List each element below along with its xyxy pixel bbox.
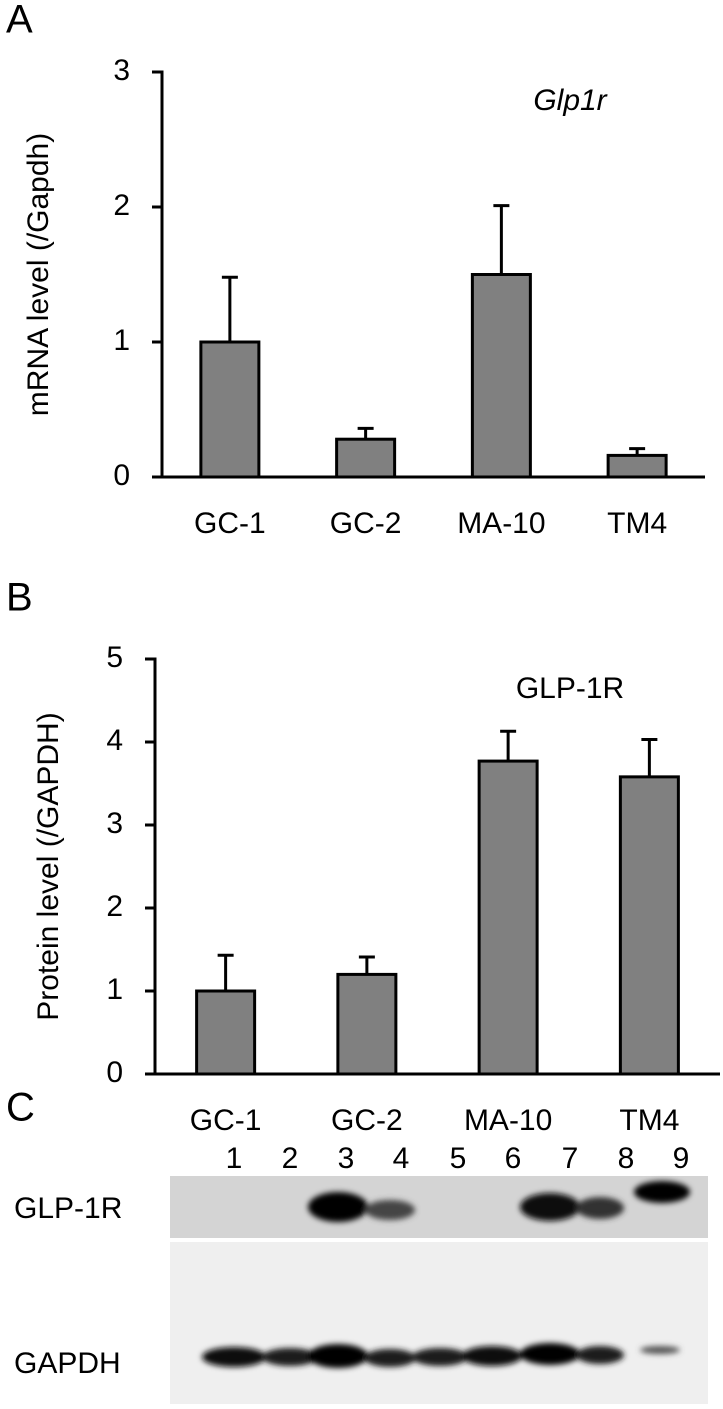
chart-title: Glp1r: [533, 84, 607, 117]
x-tick-label: MA-10: [457, 507, 545, 540]
lane-label: 7: [562, 1142, 579, 1175]
y-tick-label: 3: [106, 807, 123, 840]
x-tick-label: GC-2: [330, 507, 402, 540]
blot-bands: [202, 1181, 690, 1368]
lane-label: 9: [673, 1142, 690, 1175]
lane-label: 8: [618, 1142, 635, 1175]
chart-title: GLP-1R: [516, 672, 624, 705]
blot-row-label: GAPDH: [14, 1347, 121, 1380]
y-tick-label: 2: [106, 890, 123, 923]
y-tick-label: 0: [106, 1056, 123, 1089]
x-tick-label: TM4: [619, 1104, 679, 1137]
panel-label: C: [6, 1086, 35, 1130]
y-tick-label: 2: [113, 189, 130, 222]
panel-label: B: [6, 576, 33, 620]
blot-background: [170, 1176, 708, 1238]
y-axis-label: Protein level (/GAPDH): [32, 712, 65, 1020]
bar: [470, 273, 532, 479]
bar: [477, 759, 539, 1076]
lane-label: 6: [505, 1142, 522, 1175]
x-tick-label: GC-2: [331, 1104, 403, 1137]
panel-label: A: [6, 0, 33, 42]
blot-background: [170, 1242, 708, 1404]
bar: [606, 453, 668, 479]
y-axis-label: mRNA level (/Gapdh): [22, 133, 55, 416]
y-tick-label: 0: [113, 459, 130, 492]
x-tick-label: GC-1: [190, 1104, 262, 1137]
bar: [335, 437, 397, 479]
lane-label: 5: [450, 1142, 467, 1175]
lane-label: 1: [226, 1142, 243, 1175]
bar: [618, 775, 680, 1076]
x-tick-label: TM4: [607, 507, 667, 540]
y-tick-label: 3: [113, 54, 130, 87]
y-tick-label: 5: [106, 641, 123, 674]
y-tick-label: 1: [106, 973, 123, 1006]
x-tick-label: MA-10: [464, 1104, 552, 1137]
lane-label: 3: [338, 1142, 355, 1175]
x-tick-label: GC-1: [194, 507, 266, 540]
lane-label: 4: [393, 1142, 410, 1175]
y-tick-label: 1: [113, 324, 130, 357]
y-tick-label: 4: [106, 724, 123, 757]
lane-label: 2: [282, 1142, 299, 1175]
bar: [199, 340, 261, 479]
blot-row-label: GLP-1R: [14, 1192, 122, 1225]
bar: [195, 989, 257, 1076]
bar: [336, 972, 398, 1076]
